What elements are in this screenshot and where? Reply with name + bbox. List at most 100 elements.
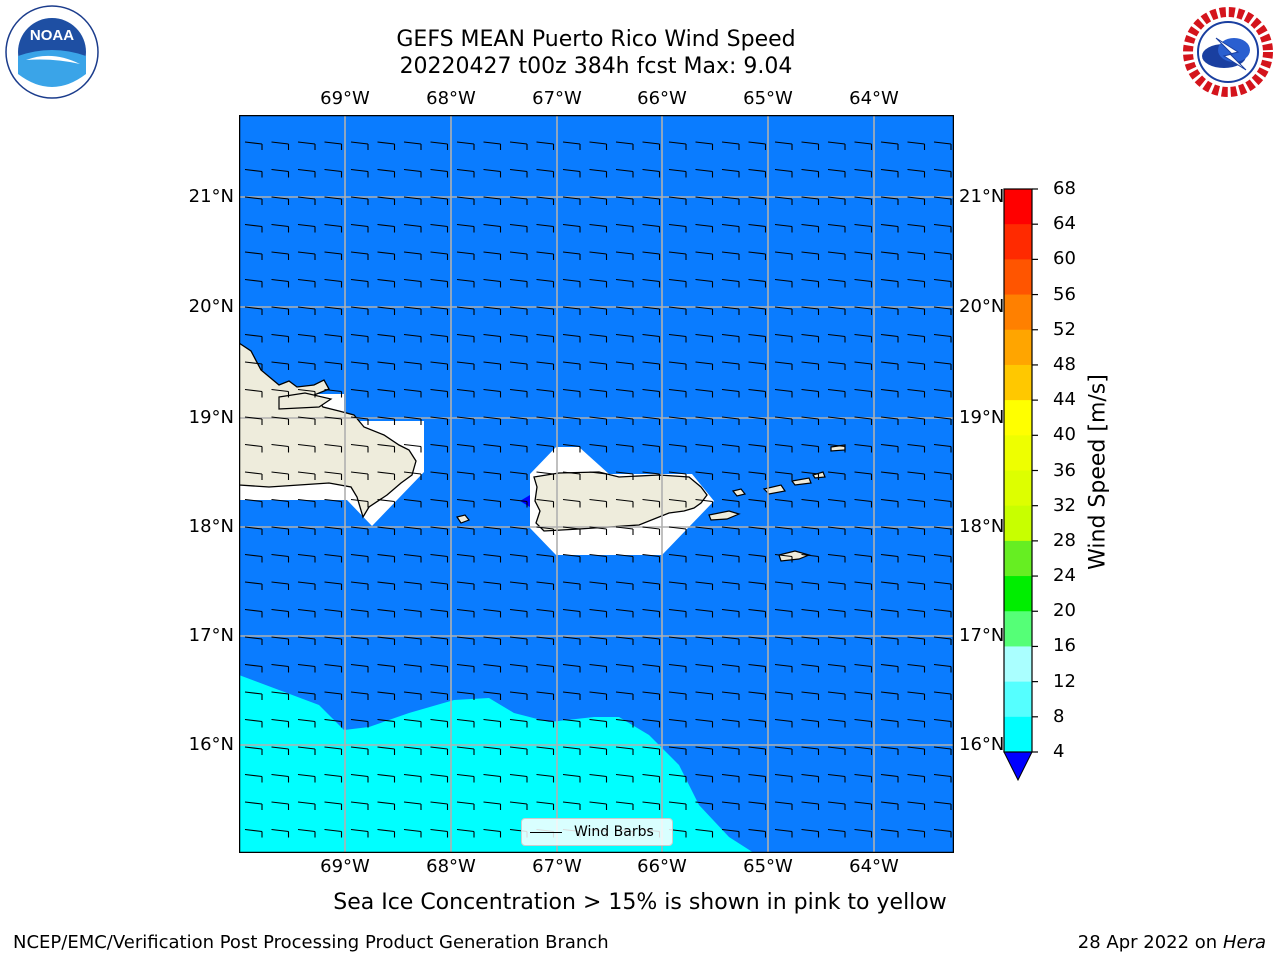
lon-label-bottom: 68°W [426, 856, 476, 877]
colorbar-segment [1004, 505, 1032, 542]
wind-barb [350, 773, 369, 783]
wind-barb [827, 801, 846, 810]
wind-barb [880, 691, 899, 700]
wind-barb [271, 278, 290, 288]
wind-barb [536, 416, 555, 425]
wind-barb [695, 388, 714, 398]
lon-label-top: 65°W [743, 88, 793, 109]
wind-barb [668, 278, 687, 288]
wind-barb [324, 278, 343, 288]
wind-barb [456, 168, 475, 178]
wind-barb [271, 333, 290, 343]
wind-barb [589, 663, 608, 673]
wind-barb [536, 388, 555, 398]
wind-barb [668, 718, 687, 728]
wind-barb [536, 251, 555, 260]
wind-barb [721, 773, 740, 783]
wind-barb [615, 746, 634, 755]
wind-barb [536, 498, 555, 508]
wind-barb [907, 388, 926, 398]
wind-barb [695, 306, 714, 315]
lat-label-right: 21°N [959, 186, 1005, 207]
wind-barb [774, 581, 793, 590]
wind-barb [695, 663, 714, 673]
wind-barb [589, 278, 608, 288]
wind-barb [271, 498, 290, 508]
wind-barb [721, 581, 740, 590]
wind-barb [907, 691, 926, 700]
wind-barb [350, 801, 369, 810]
wind-barb [324, 306, 343, 315]
wind-barb [668, 443, 687, 453]
wind-barb [721, 333, 740, 343]
wind-barb [244, 636, 263, 645]
wind-barb [801, 801, 820, 810]
wind-barb [536, 636, 555, 645]
wind-barb [297, 471, 316, 480]
wind-barb [377, 828, 396, 838]
wind-barb [695, 718, 714, 728]
wind-barb [377, 416, 396, 425]
wind-barb [880, 553, 899, 563]
wind-barb [324, 553, 343, 563]
wind-barb [933, 306, 952, 315]
wind-barb [509, 416, 528, 425]
wind-barb [774, 196, 793, 205]
wind-barb [589, 746, 608, 755]
wind-barb [297, 141, 316, 150]
wind-barb-legend-line [530, 832, 562, 833]
chart-subtitle: 20220427 t00z 384h fcst Max: 9.04 [399, 54, 793, 79]
wind-barb [721, 746, 740, 755]
gridlines [239, 115, 954, 853]
wind-barb [324, 443, 343, 453]
wind-barb [615, 388, 634, 398]
wind-barb [271, 608, 290, 618]
wind-barb [562, 278, 581, 288]
wind-barb [933, 416, 952, 425]
wind-barb [509, 691, 528, 700]
wind-barb [430, 278, 449, 288]
wind-barb [589, 168, 608, 178]
colorbar-underflow-triangle [1003, 751, 1033, 782]
wind-barb [642, 553, 661, 563]
wind-barb [244, 306, 263, 315]
wind-barb [907, 663, 926, 673]
wind-barb [297, 168, 316, 178]
wind-barb [854, 828, 873, 838]
wind-barb [827, 443, 846, 453]
wind-barb [297, 636, 316, 645]
wind-barb [615, 581, 634, 590]
vieques-island [708, 510, 741, 521]
wind-barb [509, 471, 528, 480]
wind-barb [403, 223, 422, 233]
wind-barb [483, 471, 502, 480]
wind-barb [403, 746, 422, 755]
wind-barb [509, 168, 528, 178]
wind-barb [907, 526, 926, 535]
wind-barb [695, 251, 714, 260]
wind-barb [933, 278, 952, 288]
wind-barb [854, 306, 873, 315]
wind-barb [854, 801, 873, 810]
wind-barb [244, 416, 263, 425]
wind-barb [774, 608, 793, 618]
wind-barb [297, 718, 316, 728]
wind-barb [403, 306, 422, 315]
wind-barb [509, 773, 528, 783]
wind-barb [483, 333, 502, 343]
wind-barb [615, 278, 634, 288]
wind-barb [827, 526, 846, 535]
wind-barb [668, 526, 687, 535]
wind-barb [880, 828, 899, 838]
colorbar-label: 8 [1053, 705, 1065, 727]
wind-barb [615, 553, 634, 563]
wind-barb [668, 388, 687, 398]
wind-barb [536, 608, 555, 618]
wind-barb [430, 828, 449, 838]
wind-barb [854, 443, 873, 453]
wind-barb [244, 141, 263, 150]
wind-barb [721, 388, 740, 398]
wind-barb [827, 553, 846, 563]
wind-barb [430, 471, 449, 480]
wind-barb [377, 471, 396, 480]
